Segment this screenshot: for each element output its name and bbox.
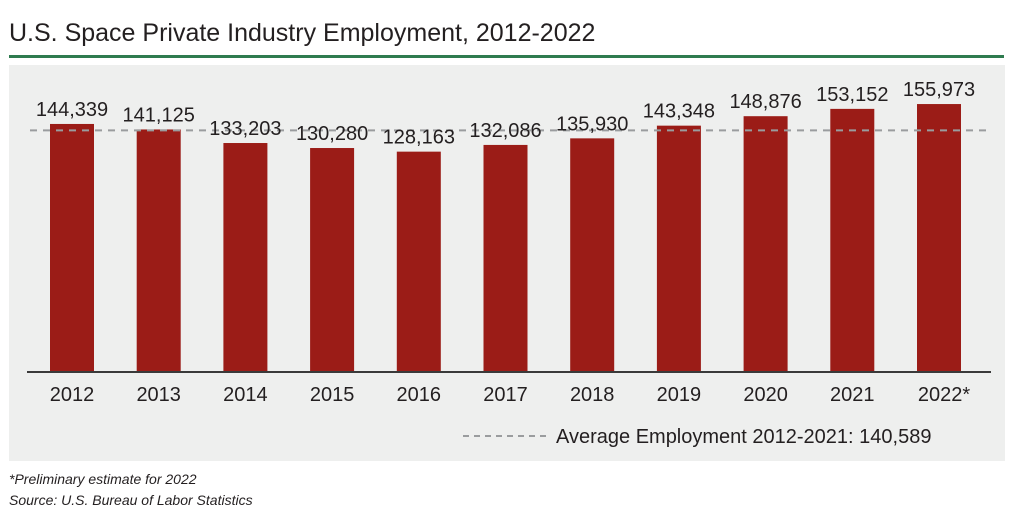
x-tick-label: 2016 — [397, 384, 442, 406]
x-tick-label: 2015 — [310, 384, 355, 406]
x-tick-label: 2020 — [743, 384, 788, 406]
chart-title: U.S. Space Private Industry Employment, … — [9, 19, 595, 47]
value-label: 132,086 — [469, 120, 541, 142]
x-tick-label: 2012 — [50, 384, 95, 406]
value-label: 135,930 — [556, 113, 628, 135]
value-label: 130,280 — [296, 123, 368, 145]
bars — [50, 104, 961, 372]
title-rule — [9, 55, 1004, 58]
value-labels: 144,339 141,125 133,203 130,280 128,163 132,0… — [36, 79, 975, 149]
bar-2012 — [50, 123, 94, 371]
x-tick-label: 2022* — [918, 384, 970, 406]
x-tick-label: 2013 — [136, 384, 181, 406]
bar-2016 — [396, 151, 441, 371]
x-tick-label: 2021 — [830, 384, 875, 406]
value-label: 148,876 — [729, 91, 801, 113]
legend-label: Average Employment 2012-2021: 140,589 — [556, 426, 931, 448]
bar-2021 — [830, 108, 875, 372]
bar-2014 — [223, 143, 268, 371]
value-label: 155,973 — [903, 79, 975, 101]
value-label: 143,348 — [643, 101, 715, 123]
value-label: 133,203 — [209, 118, 281, 140]
value-label: 141,125 — [123, 104, 195, 126]
x-tick-label: 2017 — [483, 384, 528, 406]
value-label: 144,339 — [36, 99, 108, 121]
x-tick-label: 2018 — [570, 384, 615, 406]
x-tick-label: 2019 — [657, 384, 702, 406]
bar-2013 — [136, 129, 181, 371]
bar-2018 — [570, 138, 615, 371]
bar-2015 — [310, 148, 355, 371]
x-tick-label: 2014 — [223, 384, 268, 406]
footnote-source: Source: U.S. Bureau of Labor Statistics — [9, 492, 253, 508]
bar-2020 — [743, 116, 788, 372]
x-tick-labels: 2012 2013 2014 2015 2016 2017 2018 2019 2020 2021… — [50, 384, 971, 406]
bar-2019 — [656, 125, 701, 371]
bar-2022 — [917, 104, 961, 372]
value-label: 153,152 — [816, 84, 888, 106]
bar-2017 — [483, 144, 528, 371]
footnote-preliminary: *Preliminary estimate for 2022 — [9, 471, 197, 487]
value-label: 128,163 — [383, 127, 455, 149]
